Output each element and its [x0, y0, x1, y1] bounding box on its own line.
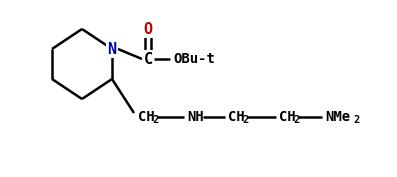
Text: 2: 2: [152, 115, 158, 125]
Text: CH: CH: [279, 110, 296, 124]
Text: CH: CH: [138, 110, 155, 124]
Text: O: O: [143, 21, 152, 36]
Text: 2: 2: [293, 115, 299, 125]
Text: CH: CH: [228, 110, 245, 124]
Text: N: N: [108, 41, 117, 56]
Text: NH: NH: [187, 110, 204, 124]
Text: 2: 2: [353, 115, 359, 125]
Text: 2: 2: [242, 115, 248, 125]
Text: OBu-t: OBu-t: [173, 52, 215, 66]
Text: NMe: NMe: [325, 110, 350, 124]
Text: C: C: [143, 52, 152, 67]
